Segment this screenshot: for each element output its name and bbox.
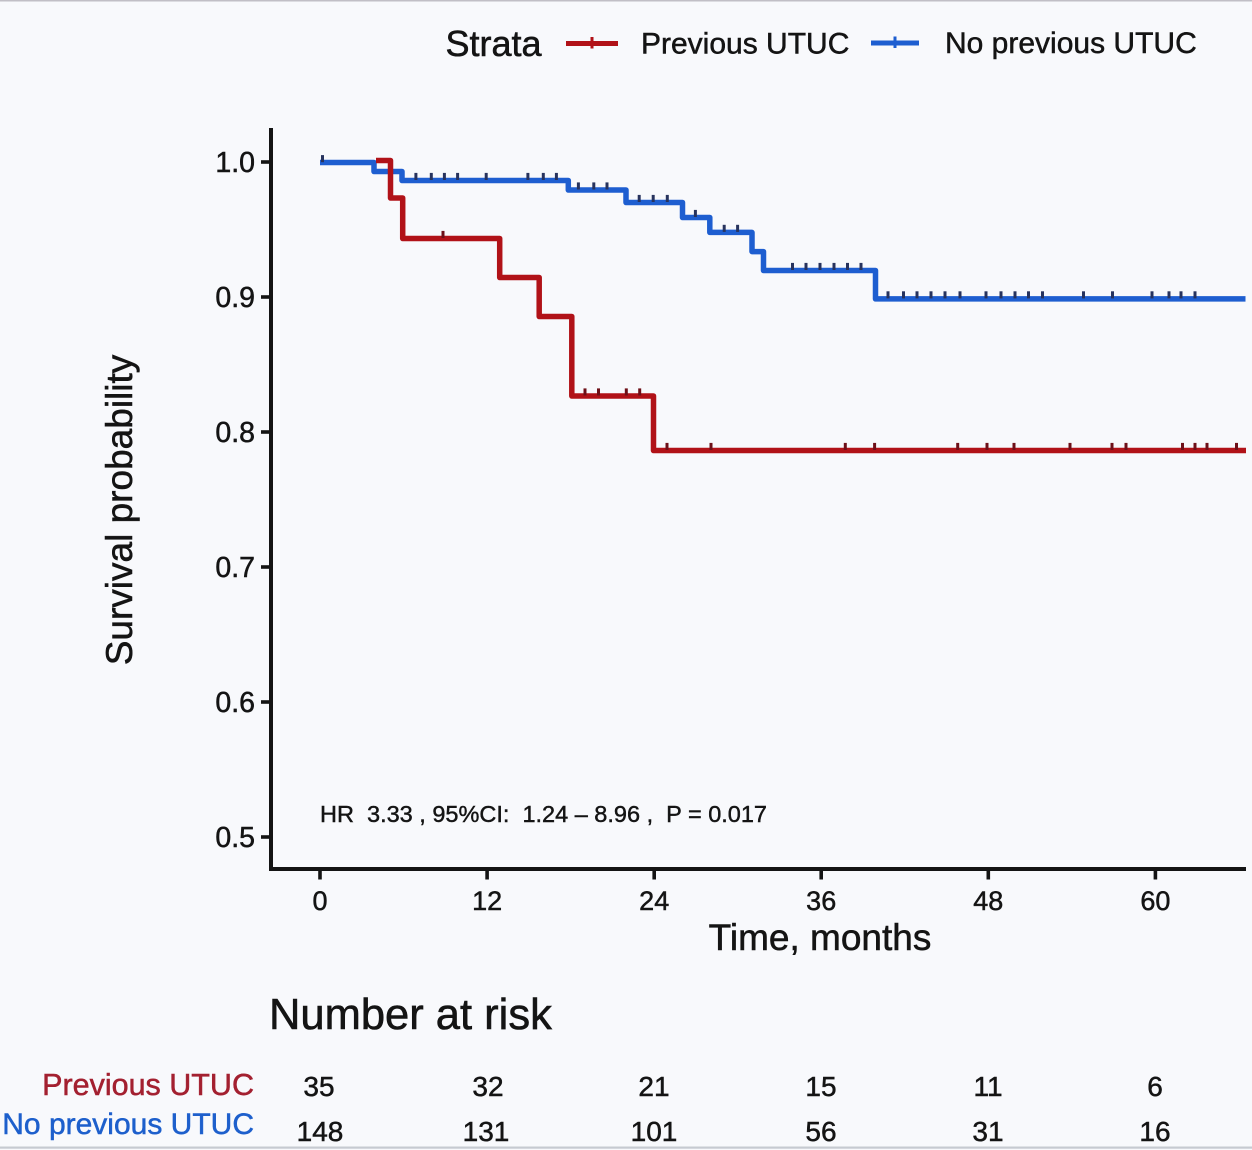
svg-text:11: 11 [973,1071,1002,1102]
svg-text:31: 31 [972,1116,1003,1147]
svg-text:0.6: 0.6 [215,687,255,719]
svg-text:48: 48 [973,886,1003,916]
svg-text:6: 6 [1147,1071,1163,1102]
svg-text:Number at risk: Number at risk [269,991,552,1039]
svg-text:16: 16 [1139,1116,1170,1147]
svg-text:Survival probability: Survival probability [99,354,140,665]
svg-text:0.8: 0.8 [215,417,255,449]
svg-text:0.7: 0.7 [215,552,255,584]
svg-text:131: 131 [463,1116,510,1147]
svg-text:Previous UTUC: Previous UTUC [42,1068,254,1102]
svg-text:No previous UTUC: No previous UTUC [945,27,1197,60]
svg-text:1.0: 1.0 [215,147,255,179]
svg-text:24: 24 [639,886,669,916]
svg-text:0.5: 0.5 [215,822,255,854]
svg-text:0: 0 [312,886,327,916]
svg-text:15: 15 [805,1071,836,1102]
svg-text:60: 60 [1140,886,1170,916]
svg-text:Previous UTUC: Previous UTUC [641,28,849,61]
svg-text:HR 3.33 , 95%CI: 1.24 – 8.96: HR 3.33 , 95%CI: 1.24 – 8.96 , P = 0.017 [320,801,767,827]
svg-text:36: 36 [806,886,836,916]
svg-text:148: 148 [297,1116,344,1147]
svg-text:Strata: Strata [446,23,543,64]
svg-text:Time, months: Time, months [709,917,932,958]
svg-text:12: 12 [472,886,502,916]
svg-text:56: 56 [805,1116,836,1147]
svg-text:32: 32 [472,1071,503,1102]
svg-text:35: 35 [303,1071,334,1102]
svg-text:No previous UTUC: No previous UTUC [2,1108,254,1141]
svg-text:0.9: 0.9 [215,282,255,314]
svg-text:101: 101 [631,1116,678,1147]
svg-text:21: 21 [638,1071,669,1102]
